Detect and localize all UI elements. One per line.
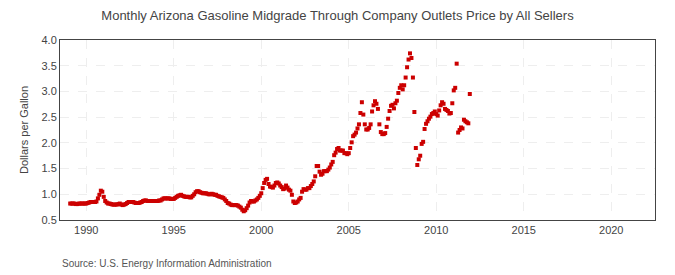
- svg-text:1990: 1990: [74, 224, 98, 236]
- svg-text:3.5: 3.5: [42, 60, 57, 72]
- svg-text:1.0: 1.0: [42, 188, 57, 200]
- svg-text:3.0: 3.0: [42, 85, 57, 97]
- svg-text:1.5: 1.5: [42, 162, 57, 174]
- svg-text:0.5: 0.5: [42, 214, 57, 226]
- svg-text:Source: U.S. Energy Informatio: Source: U.S. Energy Information Administ…: [62, 258, 272, 269]
- svg-text:2015: 2015: [512, 224, 536, 236]
- svg-text:2.0: 2.0: [42, 137, 57, 149]
- svg-text:2020: 2020: [599, 224, 623, 236]
- svg-text:2.5: 2.5: [42, 111, 57, 123]
- svg-text:2000: 2000: [249, 224, 273, 236]
- svg-text:4.0: 4.0: [42, 34, 57, 46]
- svg-text:2005: 2005: [337, 224, 361, 236]
- svg-text:Monthly Arizona Gasoline Midgr: Monthly Arizona Gasoline Midgrade Throug…: [101, 8, 574, 23]
- svg-text:1995: 1995: [162, 224, 186, 236]
- svg-text:2010: 2010: [424, 224, 448, 236]
- svg-text:Dollars per Gallon: Dollars per Gallon: [18, 86, 30, 174]
